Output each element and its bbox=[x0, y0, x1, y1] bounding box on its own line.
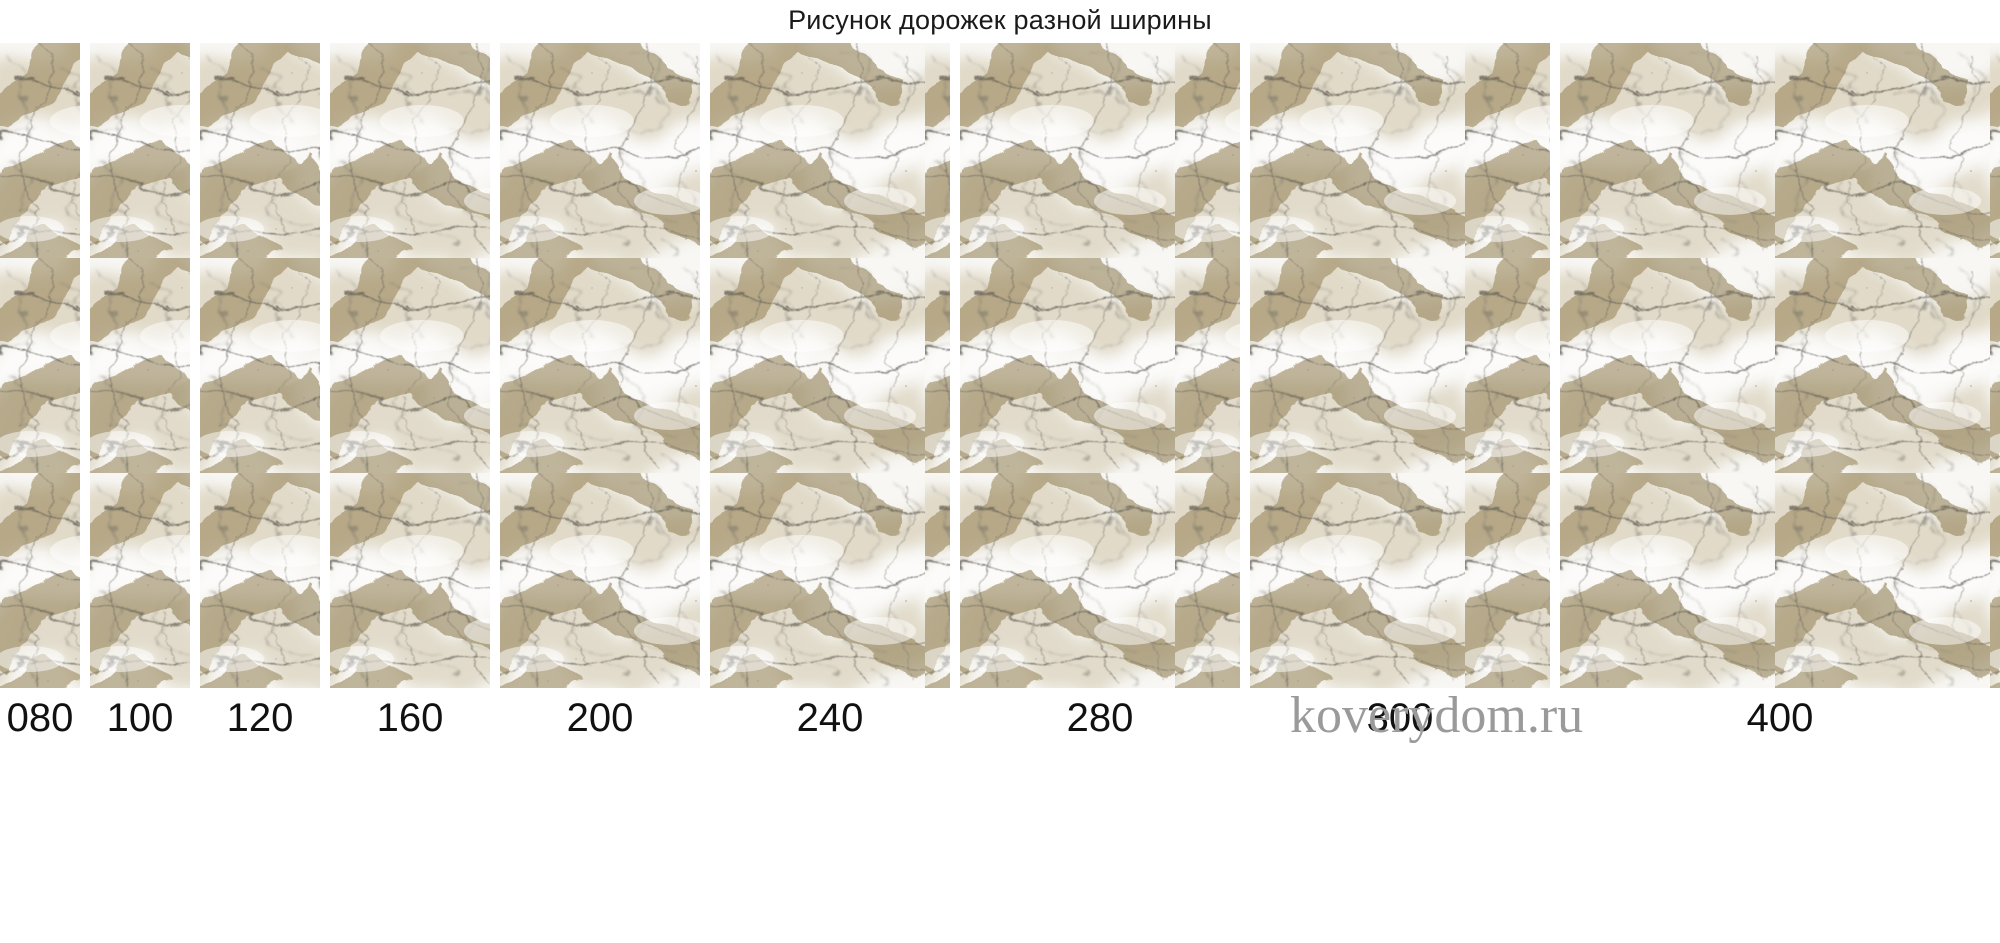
marble-texture bbox=[0, 43, 80, 688]
runner-strip-120[interactable] bbox=[200, 43, 320, 688]
runner-strip-160[interactable] bbox=[330, 43, 490, 688]
marble-texture bbox=[1560, 43, 2000, 688]
runner-strip-080[interactable] bbox=[0, 43, 80, 688]
runner-strip-240[interactable] bbox=[710, 43, 950, 688]
page-title: Рисунок дорожек разной ширины bbox=[788, 5, 1212, 35]
strip-row bbox=[0, 43, 2000, 688]
strip-label-300: 300 bbox=[1366, 696, 1434, 740]
strip-label-100: 100 bbox=[106, 696, 174, 740]
marble-texture bbox=[500, 43, 700, 688]
strip-label-400: 400 bbox=[1746, 696, 1814, 740]
strip-label-160: 160 bbox=[376, 696, 444, 740]
strip-label-240: 240 bbox=[796, 696, 864, 740]
strip-label-080: 080 bbox=[6, 696, 74, 740]
runner-strip-100[interactable] bbox=[90, 43, 190, 688]
marble-texture bbox=[710, 43, 950, 688]
marble-texture bbox=[200, 43, 320, 688]
strip-label-200: 200 bbox=[566, 696, 634, 740]
runner-strip-300[interactable] bbox=[1250, 43, 1550, 688]
strip-label-280: 280 bbox=[1066, 696, 1134, 740]
runner-strip-400[interactable] bbox=[1560, 43, 2000, 688]
marble-texture bbox=[330, 43, 490, 688]
runner-strip-200[interactable] bbox=[500, 43, 700, 688]
strip-label-120: 120 bbox=[226, 696, 294, 740]
marble-texture bbox=[1250, 43, 1550, 688]
marble-texture bbox=[90, 43, 190, 688]
runner-strip-280[interactable] bbox=[960, 43, 1240, 688]
label-row: 080 100 120 160 200 240 280 300 400 bbox=[0, 688, 2000, 943]
marble-texture bbox=[960, 43, 1240, 688]
